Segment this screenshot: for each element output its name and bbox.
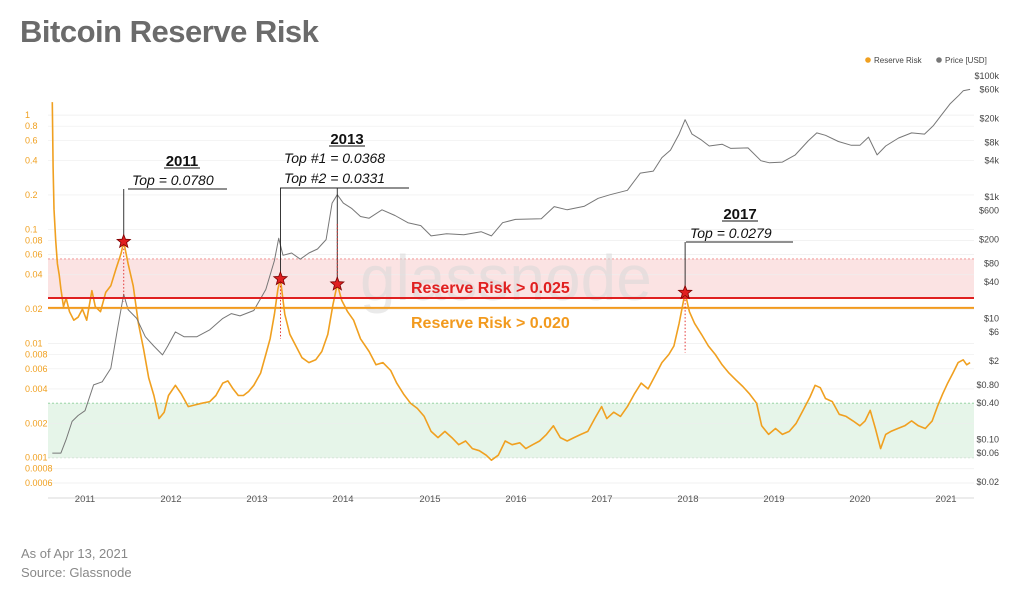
left-tick-label: 0.04 [25,270,43,280]
right-tick-label: $20k [979,113,999,123]
left-tick-label: 0.004 [25,384,48,394]
legend-entry: Price [USD] [945,56,987,65]
x-tick-label: 2011 [75,494,95,505]
annotation-year: 2011 [166,153,199,170]
left-tick-label: 0.0006 [25,478,53,488]
price-line [52,88,971,454]
right-tick-label: $0.06 [976,448,999,458]
right-tick-label: $600 [979,206,999,216]
left-tick-label: 0.02 [25,304,43,314]
annotation-text: Top = 0.0279 [690,225,772,241]
left-tick-label: 0.4 [25,156,38,166]
annotation-text: Top #1 = 0.0368 [284,150,385,166]
left-tick-label: 0.002 [25,418,48,428]
green-band [48,403,974,458]
right-tick-label: $0.02 [976,477,999,487]
x-tick-label: 2020 [849,494,870,505]
legend-entry: Reserve Risk [874,56,923,65]
peak-star-marker [272,270,289,286]
legend-marker [936,57,942,63]
left-tick-label: 0.008 [25,350,48,360]
left-tick-label: 0.06 [25,250,43,260]
x-tick-label: 2021 [935,494,956,505]
as-of-date: As of Apr 13, 2021 [21,546,128,561]
threshold-label: Reserve Risk > 0.020 [411,315,570,332]
left-tick-label: 0.08 [25,235,43,245]
annotation-year: 2017 [723,206,756,223]
source-credit: Source: Glassnode [21,565,132,580]
left-tick-label: 1 [25,110,30,120]
x-tick-label: 2014 [332,494,353,505]
peak-star-marker [116,233,132,249]
right-tick-label: $2 [989,356,999,366]
right-tick-label: $80 [984,259,999,269]
right-tick-label: $0.40 [976,398,999,408]
right-tick-label: $6 [989,327,999,337]
annotation-year: 2013 [330,131,363,148]
annotation-text: Top #2 = 0.0331 [284,170,385,186]
right-tick-label: $1k [984,192,999,202]
right-tick-label: $0.80 [976,380,999,390]
right-tick-label: $4k [984,156,999,166]
right-tick-label: $200 [979,235,999,245]
left-tick-label: 0.01 [25,338,43,348]
left-tick-label: 0.006 [25,364,48,374]
left-tick-label: 0.6 [25,135,38,145]
right-tick-label: $60k [979,84,999,94]
x-tick-label: 2019 [763,494,784,505]
peak-star-marker [329,275,345,291]
left-tick-label: 0.0008 [25,464,53,474]
left-tick-label: 0.1 [25,224,38,234]
chart-title: Bitcoin Reserve Risk [20,14,319,49]
annotation-text: Top = 0.0780 [132,172,214,188]
right-tick-label: $10 [984,313,999,323]
x-tick-label: 2016 [505,494,526,505]
reserve-risk-line [51,102,971,461]
left-tick-label: 0.2 [25,190,38,200]
red-band [48,258,974,299]
x-tick-label: 2015 [419,494,440,505]
peak-star-marker [677,284,693,300]
x-tick-label: 2012 [160,494,181,505]
watermark: glassnode [360,242,652,314]
x-tick-label: 2018 [677,494,698,505]
right-tick-label: $0.10 [976,435,999,445]
left-tick-label: 0.001 [25,453,48,463]
x-tick-label: 2013 [246,494,267,505]
left-tick-label: 0.8 [25,121,38,131]
x-tick-label: 2017 [591,494,612,505]
threshold-label: Reserve Risk > 0.025 [411,280,570,297]
legend-marker [865,57,871,63]
right-tick-label: $8k [984,137,999,147]
right-tick-label: $40 [984,277,999,287]
right-tick-label: $100k [974,71,999,81]
